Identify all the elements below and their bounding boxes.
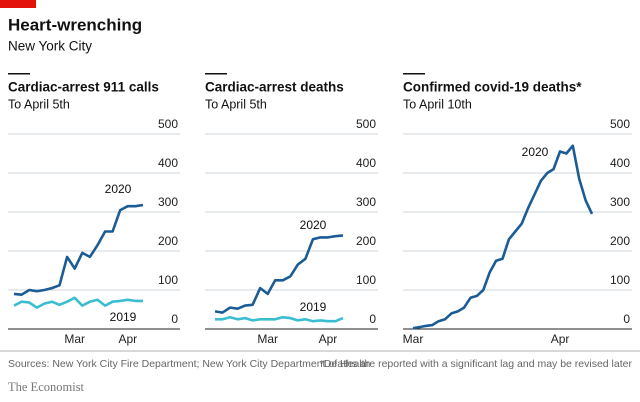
- series-line: [13, 203, 144, 296]
- series-label: 2019: [300, 300, 327, 314]
- y-tick-label: 200: [356, 234, 376, 248]
- source: Sources: New York City Fire Department; …: [8, 358, 371, 370]
- x-tick-label: Apr: [319, 332, 338, 346]
- panel-rule: [8, 73, 30, 75]
- panel-title: Cardiac-arrest 911 calls: [8, 80, 159, 95]
- x-tick-label: Apr: [118, 332, 137, 346]
- y-tick-label: 200: [610, 234, 630, 248]
- y-tick-label: 400: [610, 156, 630, 170]
- series-line: [412, 144, 594, 330]
- panel-subtitle: To April 5th: [205, 97, 267, 111]
- series-line: [13, 296, 143, 309]
- x-tick-label: Apr: [551, 332, 570, 346]
- y-tick-label: 200: [158, 234, 178, 248]
- x-tick-label: Mar: [64, 332, 85, 346]
- brand: The Economist: [8, 380, 85, 394]
- y-tick-label: 0: [171, 312, 178, 326]
- y-tick-label: 500: [610, 117, 630, 131]
- y-tick-label: 0: [623, 312, 630, 326]
- footnote: *Deaths are reported with a significant …: [320, 358, 633, 370]
- panel-subtitle: To April 5th: [8, 97, 70, 111]
- panel-title: Confirmed covid-19 deaths*: [403, 80, 582, 95]
- page-title: Heart-wrenching: [8, 15, 142, 34]
- y-tick-label: 300: [610, 195, 630, 209]
- panel-title: Cardiac-arrest deaths: [205, 80, 344, 95]
- panel-rule: [403, 73, 425, 75]
- x-tick-label: Mar: [403, 332, 424, 346]
- series-label: 2020: [300, 218, 327, 232]
- y-tick-label: 400: [158, 156, 178, 170]
- y-tick-label: 300: [158, 195, 178, 209]
- y-tick-label: 100: [158, 273, 178, 287]
- y-tick-label: 500: [158, 117, 178, 131]
- panel-subtitle: To April 10th: [403, 97, 472, 111]
- series-label: 2020: [105, 182, 132, 196]
- brand-flag: [0, 0, 36, 8]
- series-line: [215, 316, 344, 323]
- panel-rule: [205, 73, 227, 75]
- series-label: 2020: [522, 145, 549, 159]
- page-subtitle: New York City: [8, 39, 92, 54]
- y-tick-label: 100: [356, 273, 376, 287]
- y-tick-label: 100: [610, 273, 630, 287]
- y-tick-label: 300: [356, 195, 376, 209]
- y-tick-label: 400: [356, 156, 376, 170]
- y-tick-label: 0: [369, 312, 376, 326]
- x-tick-label: Mar: [257, 332, 278, 346]
- y-tick-label: 500: [356, 117, 376, 131]
- series-line: [214, 234, 344, 314]
- series-label: 2019: [110, 310, 137, 324]
